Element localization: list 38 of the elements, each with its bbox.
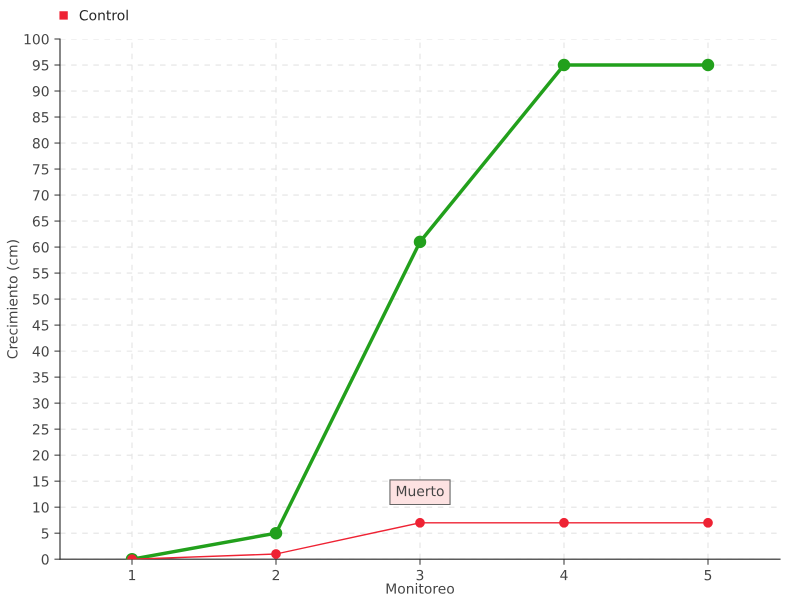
point xyxy=(703,518,713,528)
x-tick-label: 5 xyxy=(704,570,712,580)
annotation: Muerto xyxy=(396,486,444,496)
y-tick-label: 35 xyxy=(32,372,48,383)
y-tick-label: 95 xyxy=(32,60,48,70)
y-tick-label: 50 xyxy=(32,294,49,305)
y-tick-label: 65 xyxy=(32,216,48,227)
y-tick-label: 0 xyxy=(42,554,49,565)
y-tick-label: 80 xyxy=(32,138,49,149)
y-axis-title: Crecimiento (cm) xyxy=(6,240,20,358)
x-tick-label: 2 xyxy=(272,570,280,580)
y-tick-label: 55 xyxy=(32,268,48,279)
y-tick-label: 10 xyxy=(33,502,49,513)
y-tick-label: 45 xyxy=(32,320,48,331)
y-tick-label: 90 xyxy=(32,86,49,96)
y-tick-label: 70 xyxy=(33,190,49,201)
y-tick-label: 30 xyxy=(32,398,49,409)
point xyxy=(415,518,425,528)
legend-label: Control xyxy=(80,10,128,20)
y-tick-label: 75 xyxy=(33,164,48,175)
x-tick-label: 1 xyxy=(129,570,136,580)
y-tick-label: 15 xyxy=(33,476,48,487)
y-tick-label: 5 xyxy=(42,528,48,539)
point xyxy=(702,58,714,72)
point xyxy=(271,549,281,559)
y-tick-label: 100 xyxy=(24,34,49,44)
y-tick-label: 60 xyxy=(32,242,49,253)
x-tick-label: 4 xyxy=(560,570,568,580)
y-tick-label: 25 xyxy=(32,424,48,435)
x-tick-label: 3 xyxy=(416,570,424,580)
y-tick-label: 40 xyxy=(32,346,49,357)
x-axis-title: Monitoreo xyxy=(386,583,454,594)
y-tick-label: 85 xyxy=(32,112,48,123)
y-tick-label: 20 xyxy=(32,450,49,461)
point xyxy=(558,58,570,72)
point xyxy=(414,236,426,248)
point xyxy=(559,518,569,528)
point xyxy=(270,526,282,540)
